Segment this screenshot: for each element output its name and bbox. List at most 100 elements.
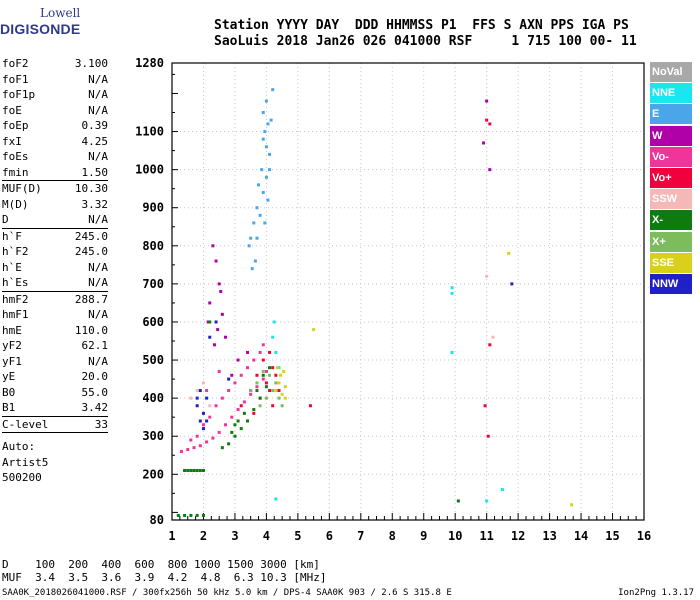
param-row: MUF(D) 10.30 (2, 181, 108, 197)
data-point-vo-11 (249, 392, 253, 396)
data-point-e-7 (261, 190, 265, 194)
data-point-ssw-4 (485, 274, 489, 278)
data-point-e-12 (252, 221, 256, 225)
data-point-e-6 (260, 168, 264, 172)
param-name: yF1 (2, 354, 22, 368)
data-point-nne-0 (271, 335, 275, 339)
param-name: hmF1 (2, 308, 29, 321)
param-value: N/A (88, 213, 108, 226)
y-tick-label: 500 (142, 353, 164, 367)
param-value: N/A (88, 354, 108, 368)
param-row: h`F 245.0 (2, 229, 108, 245)
data-point-vo-2 (255, 373, 259, 377)
y-tick-label: 900 (142, 201, 164, 215)
legend-item-nne: NNE (650, 83, 692, 104)
data-point-vo-19 (214, 404, 218, 408)
data-point-x-17 (252, 408, 256, 412)
param-separator (2, 290, 108, 292)
data-point-ssw-5 (491, 335, 495, 339)
data-point-vo-10 (242, 400, 246, 404)
param-value: 288.7 (74, 292, 108, 306)
data-point-vo-25 (252, 358, 256, 362)
param-value: 110.0 (74, 323, 108, 337)
data-point-vo-0 (239, 404, 243, 408)
data-point-vo-3 (198, 444, 202, 448)
data-point-vo-0 (179, 449, 183, 453)
data-point-e-0 (261, 137, 265, 141)
param-value: 3.42 (81, 401, 109, 414)
autoscale-line: Auto: (2, 440, 36, 453)
data-point-vo-8 (230, 415, 234, 419)
param-separator (2, 415, 108, 417)
data-point-sse-0 (274, 389, 278, 393)
data-point-vo-2 (192, 446, 196, 450)
data-point-vo-19 (308, 404, 312, 408)
param-name: yF2 (2, 339, 22, 352)
param-name: foE (2, 103, 22, 117)
param-row: hmF2 288.7 (2, 292, 108, 308)
x-tick-label: 15 (605, 529, 619, 543)
legend-item-nnw: NNW (650, 273, 692, 294)
data-point-vo-18 (486, 434, 490, 438)
data-point-nnw-4 (198, 389, 202, 393)
param-row: B1 3.42 (2, 400, 108, 416)
data-point-vo-3 (261, 358, 265, 362)
data-point-vo-1 (186, 448, 190, 452)
digisonde-logo: Lowell DIGISONDE (0, 6, 80, 46)
param-value: 62.1 (81, 339, 109, 352)
data-point-vo-15 (201, 423, 205, 427)
data-point-vo-14 (264, 369, 268, 373)
data-point-x-13 (227, 442, 231, 446)
logo-digisonde-text: DIGISONDE (0, 21, 81, 37)
param-separator (2, 432, 108, 433)
legend-item-x: X+ (650, 231, 692, 252)
data-point-nne-6 (450, 350, 454, 354)
plot-area (172, 63, 644, 520)
data-point-e-20 (250, 267, 254, 271)
param-name: foEs (2, 150, 29, 163)
data-point-w-3 (208, 301, 212, 305)
legend-item-x: X- (650, 210, 692, 231)
data-point-vo-17 (195, 434, 199, 438)
muf-distance-table: D 100 200 400 600 800 1000 1500 3000 [km… (2, 558, 327, 584)
data-point-e-13 (258, 213, 262, 217)
legend-item-ssw: SSW (650, 189, 692, 210)
data-point-x-1 (186, 468, 190, 472)
data-point-x-7 (264, 396, 268, 400)
data-point-nnw-9 (208, 335, 212, 339)
data-point-vo-6 (217, 430, 221, 434)
param-row: h`E N/A (2, 260, 108, 276)
param-row: foF2 3.100 (2, 56, 108, 72)
scaled-parameters-panel: foF2 3.100 foF1 N/A foF1p N/A foE N/A foEp 0.39 fx… (2, 56, 108, 486)
data-point-x-2 (261, 369, 265, 373)
data-point-vo-6 (264, 381, 268, 385)
y-tick-label: 600 (142, 315, 164, 329)
param-row: h`Es N/A (2, 275, 108, 291)
param-value: N/A (88, 88, 108, 101)
data-point-w-8 (236, 358, 240, 362)
y-tick-label: 1000 (135, 163, 164, 177)
param-name: C-level (2, 417, 49, 431)
x-tick-label: 12 (511, 529, 525, 543)
data-point-w-13 (485, 99, 489, 103)
data-point-sse-1 (277, 381, 281, 385)
data-point-sse-6 (275, 366, 279, 370)
legend-item-sse: SSE (650, 252, 692, 273)
data-point-nnw-0 (195, 404, 199, 408)
data-point-x-1 (255, 381, 259, 385)
param-value: 0.39 (81, 119, 109, 132)
legend-item-vo: Vo+ (650, 167, 692, 188)
data-point-vo-20 (220, 396, 224, 400)
param-row: foF1p N/A (2, 87, 108, 103)
y-tick-label: 800 (142, 239, 164, 253)
param-row: foF1 N/A (2, 72, 108, 88)
data-point-e-11 (266, 198, 270, 202)
data-point-sse-8 (312, 328, 316, 332)
param-name: hmF2 (2, 292, 29, 306)
param-value: N/A (88, 150, 108, 163)
data-point-sse-3 (283, 385, 287, 389)
param-separator (2, 180, 108, 181)
data-point-e-18 (269, 118, 273, 122)
param-value: 10.30 (74, 182, 108, 195)
data-point-vo-16 (488, 343, 492, 347)
